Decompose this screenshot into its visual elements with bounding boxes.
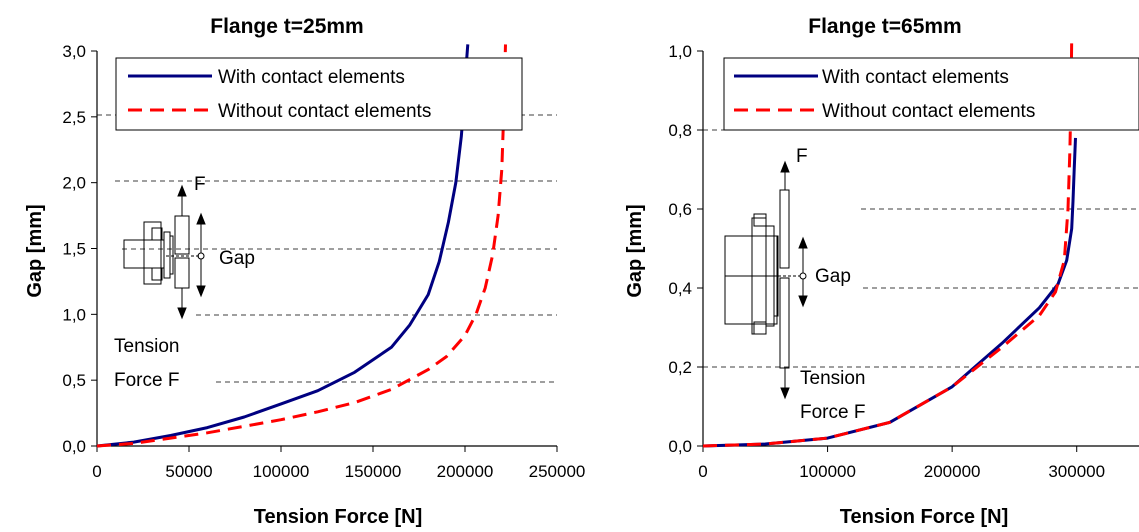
y-tick-label: 0,0 [668, 437, 692, 456]
chart-right-legend: With contact elements Without contact el… [723, 57, 1139, 131]
y-tick-label: 2,5 [62, 108, 86, 127]
annot-gap-left: Gap [219, 248, 255, 269]
annot-forcef-right: Force F [800, 402, 865, 423]
series-without-contact-line [96, 44, 507, 448]
x-tick-label: 0 [698, 462, 707, 481]
legend-label-without-contact: Without contact elements [218, 101, 431, 122]
y-tick-label: 0,6 [668, 200, 692, 219]
x-tick-label: 300000 [1048, 462, 1105, 481]
annot-f-left: F [194, 174, 206, 195]
annot-f-right: F [796, 146, 808, 167]
chart-right-xlabel: Tension Force [N] [840, 506, 1009, 528]
flange-diagram-small [123, 184, 206, 320]
x-tick-label: 250000 [529, 462, 586, 481]
y-tick-label: 3,0 [62, 42, 86, 61]
y-tick-label: 1,0 [668, 42, 692, 61]
chart-left: Flange t=25mm Tension Force [N] Gap [mm]… [24, 15, 585, 528]
y-tick-label: 0,4 [668, 279, 692, 298]
y-tick-label: 1,5 [62, 240, 86, 259]
y-tick-label: 0,5 [62, 371, 86, 390]
x-tick-label: 50000 [165, 462, 212, 481]
y-tick-label: 0,2 [668, 358, 692, 377]
legend-label-with-contact: With contact elements [218, 67, 405, 88]
flange-diagram-large [724, 160, 808, 400]
chart-right-title: Flange t=65mm [808, 15, 961, 38]
x-tick-label: 200000 [924, 462, 981, 481]
x-tick-label: 100000 [253, 462, 310, 481]
x-tick-label: 0 [92, 462, 101, 481]
x-tick-label: 200000 [437, 462, 494, 481]
legend-label-with-contact: With contact elements [822, 67, 1009, 88]
annot-tension-left: Tension [114, 336, 180, 357]
chart-right-ylabel: Gap [mm] [624, 204, 646, 297]
x-tick-label: 150000 [345, 462, 402, 481]
chart-left-legend: With contact elements Without contact el… [115, 57, 523, 131]
chart-left-xlabel: Tension Force [N] [254, 506, 423, 528]
series-with-contact-line [702, 137, 1077, 448]
annot-gap-right: Gap [815, 266, 851, 287]
x-tick-label: 100000 [799, 462, 856, 481]
annot-tension-right: Tension [800, 368, 866, 389]
y-tick-label: 2,0 [62, 174, 86, 193]
y-tick-label: 1,0 [62, 305, 86, 324]
chart-left-title: Flange t=25mm [210, 15, 363, 38]
annot-forcef-left: Force F [114, 370, 179, 391]
chart-left-ylabel: Gap [mm] [24, 204, 46, 297]
y-tick-label: 0,8 [668, 121, 692, 140]
y-tick-label: 0,0 [62, 437, 86, 456]
legend-label-without-contact: Without contact elements [822, 101, 1035, 122]
chart-right: Flange t=65mm Tension Force [N] Gap [mm]… [624, 15, 1139, 528]
